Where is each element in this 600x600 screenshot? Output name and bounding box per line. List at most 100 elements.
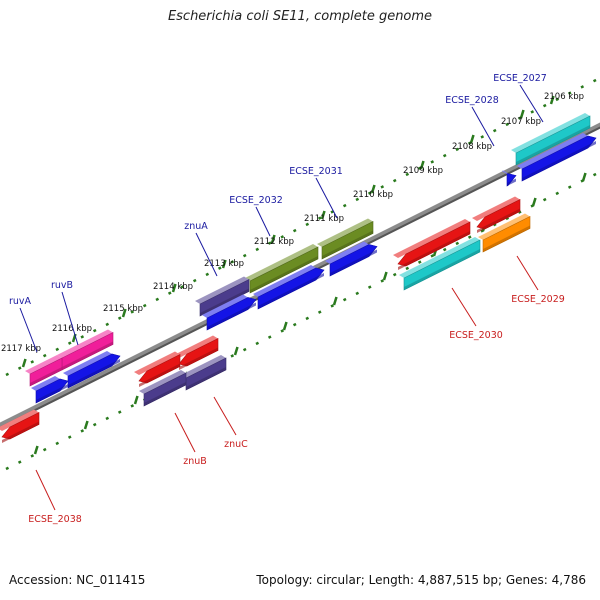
ruler-top-dot (355, 197, 360, 202)
ruler-bottom-dot (330, 304, 335, 308)
cds-ruvA-bevel (31, 376, 60, 391)
ruler-top-dot (205, 272, 210, 277)
ruler-bottom-dot (30, 454, 35, 458)
gene-ECSE_2032-bevel (245, 244, 318, 281)
label-ECSE_2027-leader (519, 84, 544, 123)
gene-znuB (139, 370, 187, 407)
page-title: Escherichia coli SE11, complete genome (167, 9, 433, 24)
ruler-bottom-dot (517, 210, 522, 214)
ruler-major-tick (270, 234, 276, 244)
ruler-major-tick (549, 95, 555, 105)
label-ECSE_2032-leader (255, 206, 271, 237)
gene-ECSE_2029-bevel (478, 213, 530, 240)
label-znuA-leader (195, 232, 218, 277)
gene-ECSE_2027-shade (516, 125, 590, 165)
ruler-bottom-dot (542, 197, 547, 202)
kbp-label: 2110 kbp (353, 190, 393, 200)
ruler-top-dot (130, 310, 135, 314)
ruler-bottom-major-tick (133, 395, 139, 405)
cds-ECSE_2029-face (476, 199, 521, 230)
ruler-bottom-major-tick (332, 296, 338, 306)
ruler-major-tick (171, 283, 177, 293)
ruler-bottom-dot (17, 460, 22, 464)
gene-ECSE_2030-bevel (399, 237, 480, 278)
ruler-top-dot (92, 328, 97, 333)
ruler-bottom-dot (442, 247, 447, 252)
gene-znuB-shade (144, 382, 186, 406)
gene-ECSE_2030 (399, 237, 481, 291)
gene-ECSE_2031-bevel (317, 218, 373, 247)
ruler-bottom-dot (130, 404, 135, 408)
kbp-label: 2114 kbp (153, 282, 193, 292)
cds-znuA-bevel (202, 294, 248, 318)
label-ECSE_2038-leader (35, 469, 56, 511)
ruler-bottom-dot (92, 422, 97, 427)
cds-znuA-shade (207, 302, 256, 330)
cds-ECSE_2031-bevel (325, 241, 369, 264)
ruler-top-dot (580, 85, 585, 89)
ruler-bottom-dot (417, 260, 422, 264)
kbp-label: 2108 kbp (452, 142, 492, 152)
ruler-top-dot (567, 91, 572, 95)
ruler-bottom-dot (405, 266, 410, 271)
cds-ECSE_2031 (325, 241, 378, 277)
gene-ECSE_2030-shade (404, 249, 480, 290)
cds-znuC-bevel (174, 335, 218, 358)
ruler-major-tick (320, 210, 326, 220)
ruler-top-dot (255, 247, 260, 252)
cds-znuA (202, 294, 257, 331)
ruler-top-dot (267, 241, 272, 245)
ruler-bottom-dot (367, 285, 372, 289)
kbp-label: 2117 kbp (1, 344, 41, 354)
label-ECSE_2031: ECSE_2031 (289, 166, 343, 177)
ruler-top-dot (380, 185, 385, 189)
label-ECSE_2032: ECSE_2032 (229, 195, 283, 206)
kbp-label: 2106 kbp (544, 92, 584, 102)
gene-ECSE_2027 (511, 113, 591, 166)
gene-znuA-bevel (195, 276, 249, 304)
ruler-top-dot (530, 110, 535, 114)
label-znuC: znuC (224, 439, 248, 450)
ruler-bottom-dot (255, 341, 260, 346)
gene-ruvB (57, 329, 114, 371)
ruler-bottom-major-tick (531, 197, 537, 207)
ruler-bottom-dot (467, 235, 472, 239)
cds-znuB (134, 351, 181, 387)
cds-ECSE_2032 (253, 265, 325, 310)
ruler-bottom-dot (355, 291, 360, 296)
ruler-bottom-major-tick (581, 172, 587, 182)
ruler-bottom-major-tick (83, 420, 89, 430)
ruler-bottom-dot (280, 329, 285, 333)
ruler-bottom-dot (5, 466, 10, 471)
ruler-bottom-dot (392, 272, 397, 277)
ruler-top-dot (105, 322, 110, 327)
cds-znuC (174, 335, 219, 370)
gene-znuA (195, 276, 250, 317)
ruler-top-dot (80, 335, 85, 339)
ruler-top-dot (367, 191, 372, 195)
gene-ECSE_2031-shade (322, 230, 373, 259)
cds-ruvB-shade (68, 359, 120, 388)
cds-ruvA-shade (36, 384, 68, 403)
label-ECSE_2038: ECSE_2038 (28, 514, 82, 525)
label-ECSE_2029-leader (516, 255, 539, 291)
cds-ruvB-bevel (63, 351, 112, 376)
topology-text: Topology: circular; Length: 4,887,515 bp… (256, 573, 586, 587)
gene-znuC-bevel (181, 355, 226, 378)
ruler-top-dot (505, 122, 510, 127)
ruler-top-dot (167, 291, 172, 295)
ruler-major-tick (21, 358, 27, 368)
ruler-top-dot (67, 341, 72, 345)
gene-ruvA-shade (30, 367, 62, 386)
gene-ECSE_2038 (0, 409, 40, 443)
cds-ECSE_2031-shade (330, 249, 377, 276)
ruler-top-dot (342, 203, 347, 208)
ruler-top-dot (442, 153, 447, 158)
ruler-top-dot (117, 316, 122, 320)
kbp-label: 2115 kbp (103, 304, 143, 314)
ruler-top-dot (555, 97, 560, 102)
gene-ruvB-shade (62, 341, 113, 370)
ruler-bottom-dot (317, 310, 322, 314)
ruler-bottom-dot (492, 222, 497, 227)
cds-ruvB (63, 351, 121, 389)
